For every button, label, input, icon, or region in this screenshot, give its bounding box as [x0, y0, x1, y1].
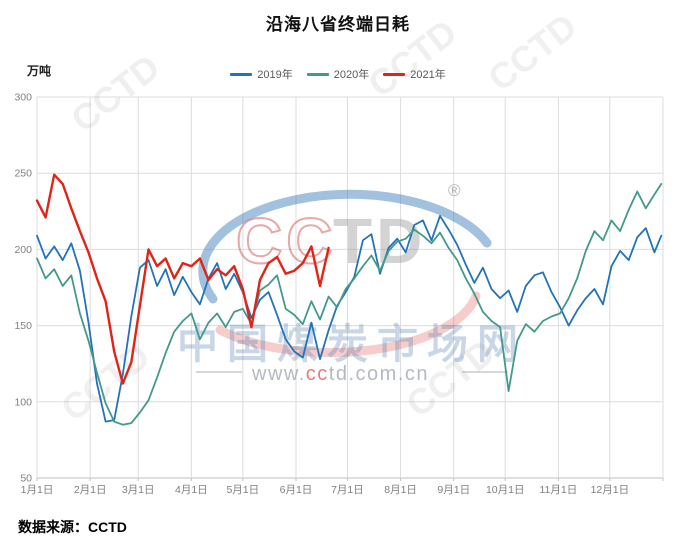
x-tick-label: 5月1日 — [226, 484, 259, 496]
y-tick-label: 50 — [20, 473, 32, 485]
legend-item-2019: 2019年 — [230, 66, 293, 82]
logo-letters-td: TD — [333, 205, 426, 277]
logo-letters-cc: CC — [236, 205, 336, 277]
x-tick-label: 1月1日 — [21, 484, 54, 496]
legend-label: 2020年 — [333, 69, 370, 81]
legend-swatch-2021 — [383, 72, 406, 76]
legend-item-2020: 2020年 — [306, 66, 370, 82]
legend-swatch-2020 — [306, 72, 329, 76]
x-tick-label: 12月1日 — [591, 484, 630, 496]
x-tick-label: 7月1日 — [331, 484, 364, 496]
series-line-2021年 — [35, 173, 330, 385]
legend-swatch-2019 — [230, 72, 253, 76]
logo-blue-arc — [198, 189, 492, 304]
x-tick-label: 8月1日 — [384, 484, 417, 496]
y-tick-label: 150 — [14, 320, 32, 332]
x-tick-label: 3月1日 — [122, 484, 155, 496]
y-tick-label: 100 — [14, 396, 32, 408]
legend-label: 2019年 — [257, 69, 293, 81]
registered-mark: ® — [448, 181, 461, 200]
logo-red-arc — [215, 291, 481, 358]
series-line-2020年 — [36, 182, 663, 426]
brand-cn-watermark: 中国煤炭市场网 — [177, 321, 527, 367]
brand-url-watermark: www.cctd.com.cn — [251, 363, 429, 385]
x-tick-label: 6月1日 — [280, 484, 313, 496]
x-tick-label: 10月1日 — [486, 484, 525, 496]
legend-item-2021: 2021年 — [383, 66, 446, 82]
cctd-ghost-watermark: CCTD — [63, 46, 167, 140]
series-lines — [35, 173, 663, 426]
cctd-ghost-watermark: CCTD — [53, 335, 157, 429]
x-tick-label: 2月1日 — [74, 484, 107, 496]
x-tick-label: 11月1日 — [540, 484, 578, 496]
y-axis-unit-label: 万吨 — [27, 64, 52, 78]
data-source-note: 数据来源：CCTD — [18, 519, 127, 535]
legend: 2019年 2020年 2021年 — [0, 66, 676, 82]
y-tick-label: 300 — [14, 92, 32, 104]
legend-label: 2021年 — [410, 69, 446, 81]
gridlines — [36, 96, 664, 481]
x-tick-label: 4月1日 — [175, 484, 208, 496]
x-tick-label: 9月1日 — [437, 484, 470, 496]
y-tick-label: 250 — [14, 168, 32, 180]
chart-title: 沿海八省终端日耗 — [266, 15, 410, 34]
y-tick-label: 200 — [14, 244, 32, 256]
